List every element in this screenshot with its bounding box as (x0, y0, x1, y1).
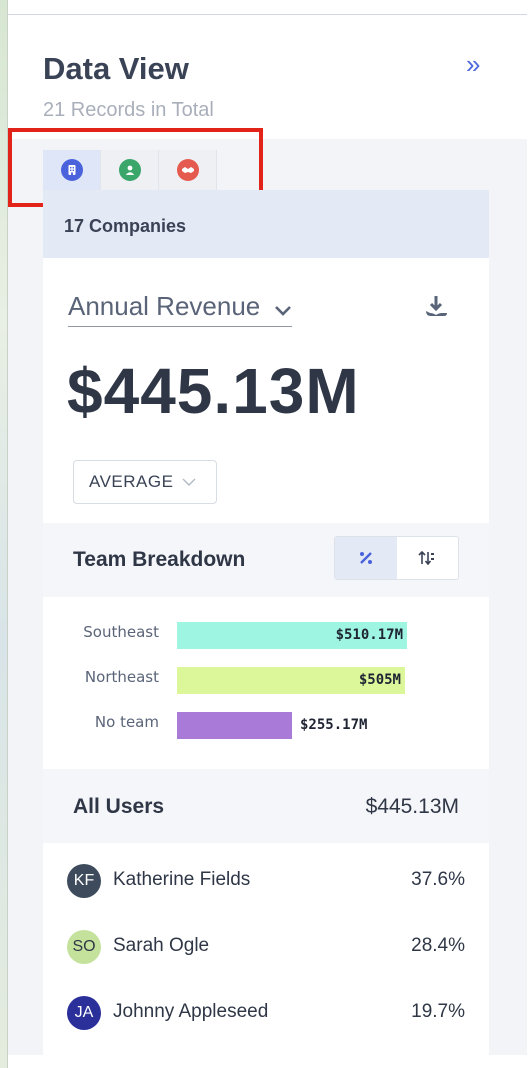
breakdown-toggle (334, 536, 459, 580)
person-icon (118, 159, 141, 181)
building-icon (60, 159, 83, 181)
user-percentage: 19.7% (411, 1001, 465, 1022)
team-bar-chart: Southeast $510.17M Northeast $505M No te… (43, 598, 489, 768)
tab-contacts[interactable] (101, 150, 159, 190)
bar-label-northeast: Northeast (84, 668, 159, 686)
list-item[interactable]: JA Johnny Appleseed 19.7% (43, 980, 489, 1046)
bar-label-southeast: Southeast (83, 623, 159, 641)
percent-icon[interactable] (335, 537, 397, 579)
all-users-total: $445.13M (365, 795, 459, 818)
tab-companies[interactable] (43, 150, 101, 190)
panel-header: Data View 21 Records in Total » (8, 15, 527, 139)
metric-value: $445.13M (67, 355, 360, 427)
bar-southeast[interactable] (177, 622, 407, 649)
bar-value-no-team: $255.17M (300, 717, 368, 733)
avatar: SO (67, 930, 101, 964)
metric-label: Annual Revenue (68, 291, 261, 321)
bar-label-no-team: No team (94, 713, 159, 731)
chevron-down-icon (182, 472, 196, 492)
top-divider (7, 14, 527, 15)
companies-count: 17 Companies (64, 216, 187, 236)
handshake-icon (176, 159, 199, 181)
aggregation-label: AVERAGE (89, 472, 174, 491)
bar-value-southeast: $510.17M (335, 627, 403, 643)
team-breakdown-header: Team Breakdown (43, 523, 489, 597)
bar-no-team[interactable] (177, 712, 292, 739)
left-window-edge (0, 0, 8, 1068)
chevron-down-icon (274, 293, 292, 324)
page-title: Data View (43, 51, 189, 86)
user-name: Sarah Ogle (113, 935, 210, 956)
double-chevron-right-icon[interactable]: » (466, 49, 481, 79)
metric-dropdown[interactable]: Annual Revenue (68, 291, 292, 327)
all-users-title: All Users (73, 795, 165, 818)
entity-tabs (43, 150, 221, 190)
user-name: Katherine Fields (113, 869, 251, 890)
user-name: Johnny Appleseed (113, 1001, 269, 1022)
bar-northeast[interactable] (177, 667, 405, 694)
user-percentage: 37.6% (411, 869, 465, 890)
metric-card: Annual Revenue $445.13M AVERAGE Team Bre… (43, 258, 489, 1055)
download-icon[interactable] (422, 294, 450, 320)
sort-icon[interactable] (397, 537, 459, 579)
record-count-bar: 17 Companies (43, 190, 489, 258)
data-view-panel: Data View 21 Records in Total » 17 Compa… (8, 15, 527, 1055)
avatar: JA (67, 996, 101, 1030)
avatar: KF (67, 864, 101, 898)
bar-value-northeast: $505M (358, 672, 401, 688)
list-item[interactable]: SO Sarah Ogle 28.4% (43, 914, 489, 980)
all-users-header: All Users $445.13M (43, 769, 489, 843)
aggregation-dropdown[interactable]: AVERAGE (73, 460, 217, 504)
tab-deals[interactable] (159, 150, 217, 190)
user-percentage: 28.4% (411, 935, 465, 956)
records-count: 21 Records in Total (43, 99, 214, 121)
team-breakdown-title: Team Breakdown (73, 548, 246, 571)
list-item[interactable]: KF Katherine Fields 37.6% (43, 848, 489, 914)
